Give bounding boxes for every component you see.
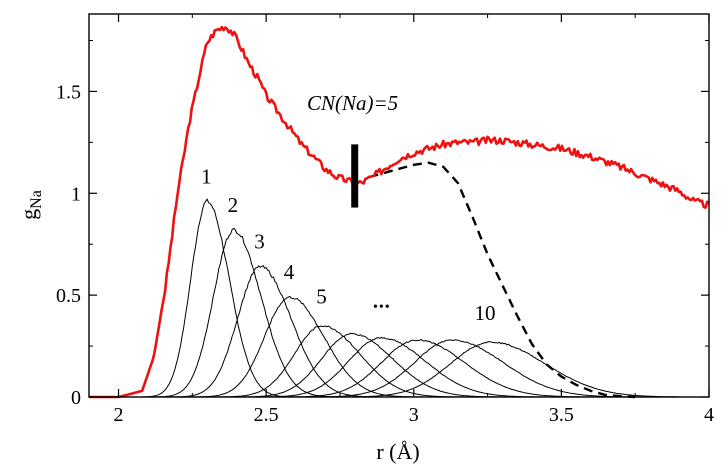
- x-tick-label: 2.5: [254, 404, 279, 426]
- x-tick-label: 4: [704, 404, 714, 426]
- coordination-cutoff-marker: [351, 144, 359, 208]
- shell-curve-3: [118, 264, 680, 398]
- y-tick-label: 0: [71, 387, 81, 409]
- plot-frame: [88, 13, 710, 398]
- dashed-sum-curve: [369, 161, 636, 399]
- shell-label: 4: [284, 260, 295, 284]
- shell-label: 3: [254, 230, 265, 254]
- neighbor-shell-curves: [118, 198, 680, 398]
- y-axis-title-sub: Na: [28, 190, 45, 209]
- y-axis-title: gNa: [16, 190, 45, 220]
- shell-curve-5: [118, 325, 680, 398]
- y-tick-label: 1: [71, 183, 81, 205]
- x-tick-label: 2: [114, 404, 124, 426]
- shell-curve-1: [118, 198, 680, 398]
- x-axis-title: r (Å): [376, 439, 419, 464]
- y-tick-label: 1.5: [56, 81, 81, 103]
- y-tick-label: 0.5: [56, 285, 81, 307]
- axis-tick-labels: 2 2.5 3 3.5 4 0 0.5 1 1.5: [56, 81, 714, 426]
- shell-label: 10: [475, 301, 496, 325]
- shell-label: 1: [201, 164, 212, 188]
- svg-text:gNa: gNa: [16, 190, 45, 220]
- y-axis-title-main: g: [16, 209, 41, 220]
- shell-curve-2: [118, 227, 680, 398]
- coordination-number-annotation: CN(Na)=5: [307, 91, 398, 115]
- x-tick-label: 3.5: [549, 404, 574, 426]
- shell-label: 5: [316, 285, 327, 309]
- ellipsis-label: •••: [373, 300, 391, 315]
- total-rdf-curve: [89, 25, 710, 399]
- x-tick-label: 3: [409, 404, 419, 426]
- shell-label: 2: [228, 193, 239, 217]
